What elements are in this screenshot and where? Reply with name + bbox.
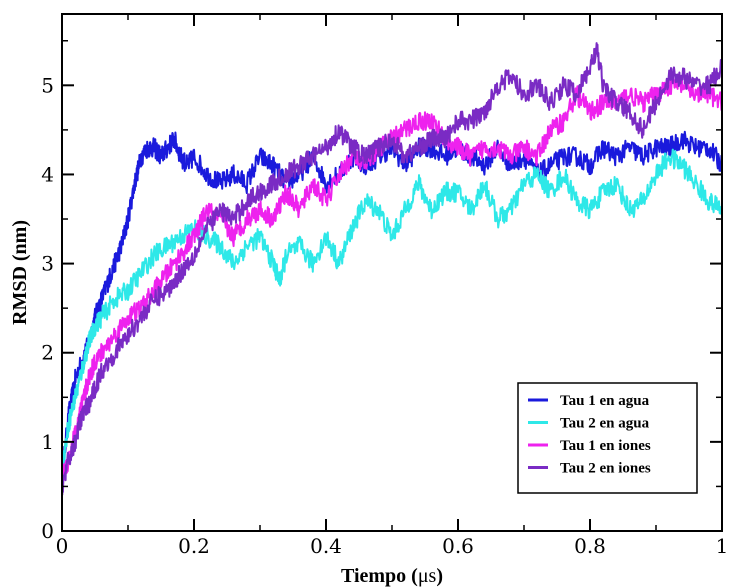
x-axis-title-suffix: ) <box>436 565 443 587</box>
legend: Tau 1 en agua Tau 2 en agua Tau 1 en iones… <box>517 382 698 494</box>
y-axis-title: RMSD (nm) <box>9 220 31 325</box>
series-line-4 <box>61 42 723 496</box>
series-line-2 <box>61 148 723 477</box>
x-tick-label: 0.6 <box>442 534 474 558</box>
x-axis-title-unit: μs <box>418 565 437 587</box>
y-tick-label: 4 <box>41 162 54 186</box>
y-tick-label: 1 <box>41 430 54 454</box>
tick-labels-layer: 0 0.2 0.4 0.6 0.8 1 0 1 2 3 4 5 <box>41 73 728 558</box>
x-tick-label: 1 <box>716 534 729 558</box>
x-tick-label: 0.8 <box>574 534 606 558</box>
ticks-layer <box>61 14 723 532</box>
legend-label-1: Tau 1 en agua <box>560 393 650 409</box>
y-tick-label: 2 <box>41 341 54 365</box>
x-tick-label: 0 <box>56 534 69 558</box>
series-line-1 <box>61 130 723 486</box>
series-layer <box>61 42 723 496</box>
y-tick-label: 3 <box>41 252 54 276</box>
legend-label-4: Tau 2 en iones <box>560 461 651 477</box>
legend-label-2: Tau 2 en agua <box>560 416 650 432</box>
x-axis-title: Tiempo (μs) <box>341 565 443 587</box>
y-tick-label: 5 <box>41 73 54 97</box>
y-tick-label: 0 <box>41 519 54 543</box>
x-axis-title-prefix: Tiempo ( <box>341 565 418 587</box>
x-tick-label: 0.2 <box>178 534 210 558</box>
x-tick-label: 0.4 <box>310 534 342 558</box>
legend-label-3: Tau 1 en iones <box>560 438 651 454</box>
